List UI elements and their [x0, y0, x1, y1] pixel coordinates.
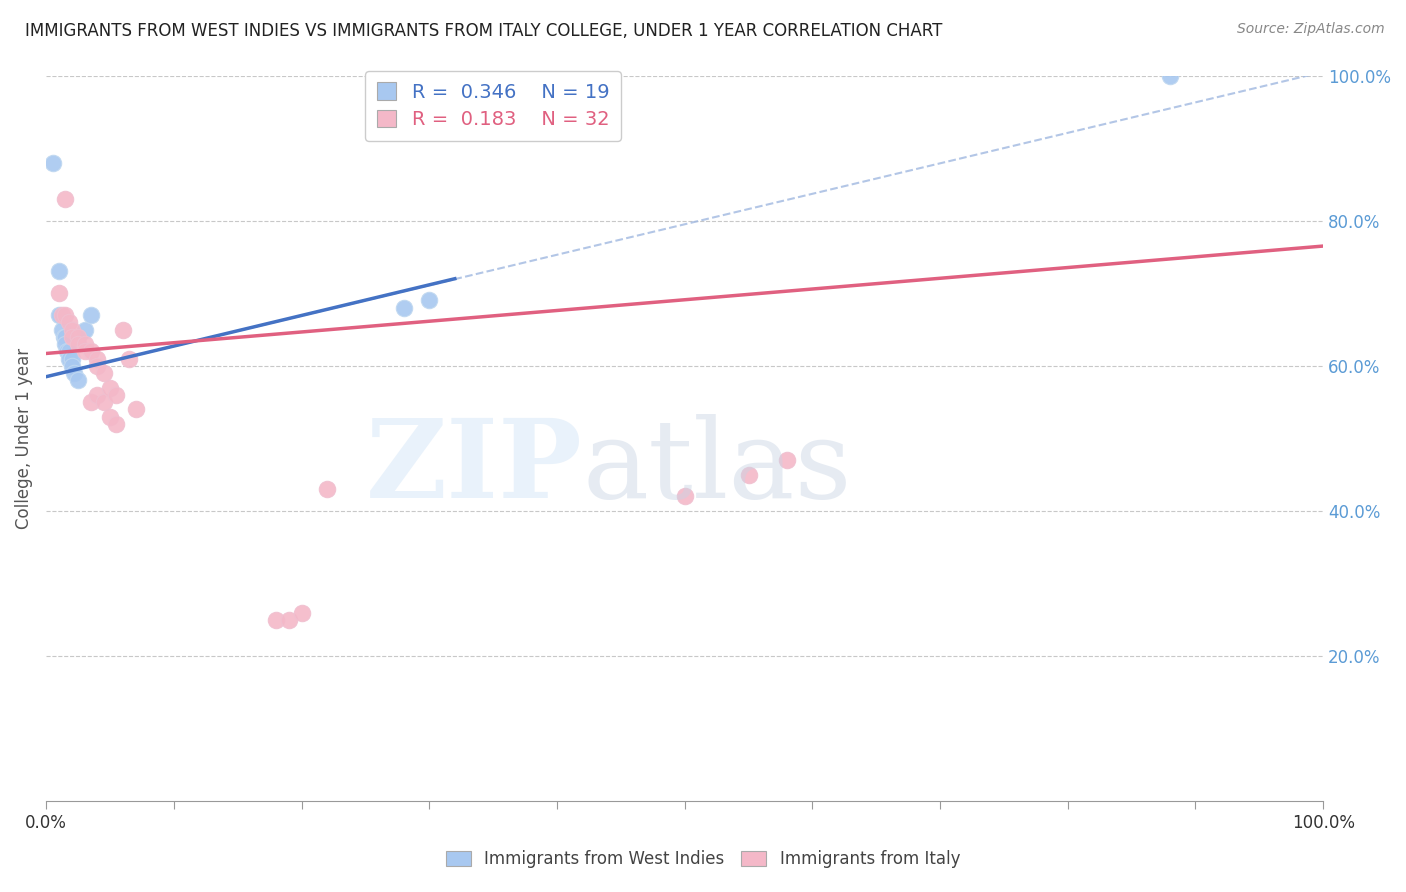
Point [93, 366, 115, 380]
Point [1159, 69, 1181, 83]
Point [105, 388, 128, 402]
Point [58, 351, 80, 366]
Point [98, 380, 121, 394]
Point [53, 308, 76, 322]
Point [53, 330, 76, 344]
Point [51, 308, 73, 322]
Point [290, 606, 312, 620]
Point [737, 467, 759, 482]
Point [73, 344, 96, 359]
Point [316, 482, 339, 496]
Point [392, 301, 415, 315]
Point [86, 351, 108, 366]
Point [48, 308, 70, 322]
Point [118, 351, 141, 366]
Point [111, 322, 134, 336]
Point [60, 330, 83, 344]
Point [53, 337, 76, 351]
Point [93, 395, 115, 409]
Point [86, 388, 108, 402]
Point [67, 330, 90, 344]
Point [58, 315, 80, 329]
Point [41, 155, 63, 169]
Point [776, 453, 799, 467]
Point [124, 402, 146, 417]
Legend: R =  0.346    N = 19, R =  0.183    N = 32: R = 0.346 N = 19, R = 0.183 N = 32 [366, 70, 621, 141]
Point [80, 395, 103, 409]
Text: IMMIGRANTS FROM WEST INDIES VS IMMIGRANTS FROM ITALY COLLEGE, UNDER 1 YEAR CORRE: IMMIGRANTS FROM WEST INDIES VS IMMIGRANT… [25, 22, 942, 40]
Point [73, 322, 96, 336]
Point [53, 192, 76, 206]
Text: ZIP: ZIP [366, 414, 582, 521]
Text: Source: ZipAtlas.com: Source: ZipAtlas.com [1237, 22, 1385, 37]
Point [80, 308, 103, 322]
Point [73, 337, 96, 351]
Point [48, 264, 70, 278]
Legend: Immigrants from West Indies, Immigrants from Italy: Immigrants from West Indies, Immigrants … [439, 844, 967, 875]
Point [67, 337, 90, 351]
Point [80, 344, 103, 359]
Point [51, 322, 73, 336]
Point [98, 409, 121, 424]
Point [53, 330, 76, 344]
Text: atlas: atlas [582, 414, 852, 521]
Point [277, 613, 299, 627]
Point [67, 373, 90, 387]
Point [60, 359, 83, 373]
Point [264, 613, 287, 627]
Point [60, 322, 83, 336]
Point [48, 286, 70, 301]
Point [55, 344, 77, 359]
Point [58, 344, 80, 359]
Point [60, 351, 83, 366]
Point [105, 417, 128, 431]
Point [86, 359, 108, 373]
Y-axis label: College, Under 1 year: College, Under 1 year [15, 348, 32, 529]
Point [673, 490, 696, 504]
Point [63, 366, 86, 380]
Point [418, 293, 440, 308]
